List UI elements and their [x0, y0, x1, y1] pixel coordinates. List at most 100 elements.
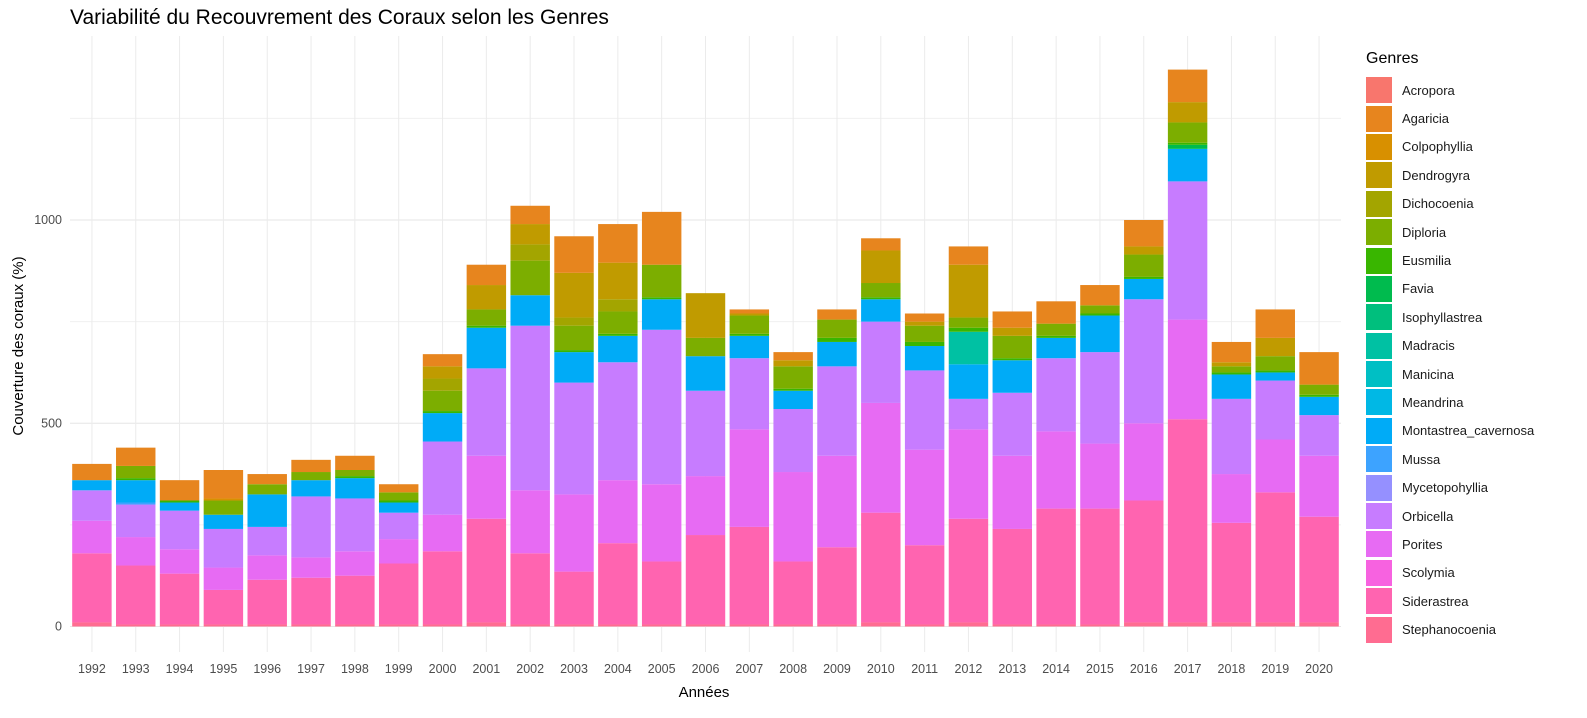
bar-segment [203, 567, 244, 590]
legend-key [1366, 531, 1392, 558]
bar-segment [554, 325, 594, 351]
bar-segment [773, 388, 813, 391]
bar-segment [992, 455, 1033, 529]
bar-segment [116, 624, 156, 627]
bar-segment [554, 317, 594, 326]
bar-segment [685, 476, 726, 536]
bar-segment [335, 470, 375, 477]
x-tick-label: 2008 [779, 662, 807, 676]
bar-segment [729, 624, 770, 627]
bar-segment [1167, 181, 1208, 320]
bar-segment [861, 512, 901, 623]
legend-key [1366, 559, 1392, 586]
bars [72, 69, 1339, 627]
bar-segment [466, 455, 507, 519]
bar-segment [1167, 122, 1208, 143]
bar-segment [1124, 254, 1164, 277]
bar-segment [466, 327, 507, 369]
bar-segment [861, 622, 901, 627]
chart-title: Variabilité du Recouvrement des Coraux s… [70, 6, 609, 29]
bar-segment [291, 459, 331, 473]
legend-label: Agaricia [1402, 111, 1449, 127]
bar-segment [1167, 102, 1208, 123]
legend-key [1366, 162, 1392, 189]
bar-segment [422, 354, 463, 367]
bar-segment [729, 313, 770, 316]
x-tick-label: 2005 [648, 662, 676, 676]
bar-segment [422, 390, 463, 412]
x-tick-label: 2011 [911, 662, 938, 676]
bar-segment [291, 480, 331, 497]
bar-segment [1255, 309, 1295, 338]
bar-segment [554, 236, 594, 273]
bar-segment [1167, 144, 1208, 149]
legend-key [1366, 77, 1392, 104]
bar-segment [773, 472, 813, 562]
bar-segment [466, 622, 507, 627]
legend-item: Eusmilia [1366, 246, 1534, 274]
x-tick-label: 2006 [692, 662, 720, 676]
bar-segment [1211, 374, 1252, 399]
bar-segment [116, 480, 156, 503]
bar-segment [378, 624, 419, 627]
bar-segment [510, 553, 550, 625]
bar-segment [904, 545, 945, 625]
bar-segment [948, 317, 989, 328]
bar-segment [904, 341, 945, 347]
bar-segment [729, 309, 770, 314]
bar-segment [291, 624, 331, 627]
legend-key [1366, 446, 1392, 473]
bar-segment [159, 500, 200, 503]
bar-segment [422, 551, 463, 625]
x-tick-label: 1996 [253, 662, 281, 676]
bar-segment [1080, 508, 1120, 625]
bar-segment [291, 557, 331, 578]
bar-segment [904, 325, 945, 342]
bar-segment [378, 563, 419, 625]
legend-label: Dendrogyra [1402, 167, 1470, 183]
legend-label: Diploria [1402, 224, 1447, 240]
x-tick-label: 1997 [297, 662, 325, 676]
x-tick-label: 2018 [1218, 662, 1246, 676]
bar-segment [116, 465, 156, 479]
x-tick-label: 1994 [166, 662, 194, 676]
bar-segment [466, 285, 507, 310]
bar-segment [1255, 356, 1295, 371]
x-tick-label: 2019 [1261, 662, 1289, 676]
bar-segment [1167, 69, 1208, 103]
legend-item: Stephanocoenia [1366, 615, 1534, 643]
bar-segment [159, 502, 200, 511]
bar-segment [817, 319, 857, 338]
x-tick-label: 2003 [560, 662, 588, 676]
bar-segment [554, 382, 594, 495]
legend-item: Mycetopohyllia [1366, 473, 1534, 501]
legend-label: Colpophyllia [1402, 139, 1473, 155]
x-tick-label: 2015 [1086, 662, 1114, 676]
x-tick-label: 2016 [1130, 662, 1158, 676]
legend-label: Eusmilia [1402, 253, 1452, 269]
bar-segment [378, 492, 419, 501]
bar-segment [335, 455, 375, 470]
bar-segment [992, 335, 1033, 359]
legend-label: Porites [1402, 536, 1443, 552]
bar-segment [904, 449, 945, 546]
bar-segment [861, 402, 901, 513]
bar-segment [1255, 370, 1295, 373]
bar-segment [641, 561, 682, 625]
bar-segment [116, 565, 156, 625]
bar-segment [1211, 522, 1252, 623]
bar-segment [1124, 500, 1164, 623]
legend-label: Favia [1402, 281, 1434, 297]
legend-label: Meandrina [1402, 394, 1464, 410]
bar-segment [1211, 398, 1252, 475]
bar-segment [116, 504, 156, 538]
legend-label: Dichocoenia [1402, 196, 1474, 212]
bar-segment [203, 624, 244, 627]
bar-segment [1036, 337, 1076, 359]
bar-segment [598, 262, 638, 300]
bar-segment [598, 333, 638, 336]
bar-segment [1255, 337, 1295, 357]
y-axis: 0 500 1000 [34, 213, 62, 634]
bar-segment [335, 498, 375, 552]
bar-segment [422, 413, 463, 442]
